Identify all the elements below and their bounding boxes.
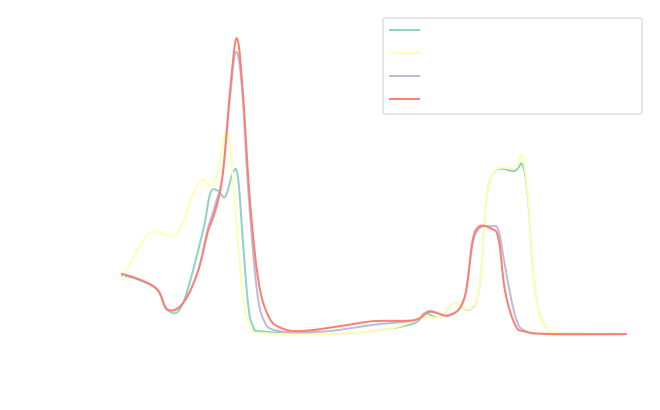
series-line-4 [121, 37, 627, 336]
series-line-2 [121, 130, 627, 336]
plot-area [121, 37, 627, 336]
legend-frame [382, 17, 643, 115]
legend [382, 17, 643, 115]
series-line-1 [121, 162, 627, 336]
